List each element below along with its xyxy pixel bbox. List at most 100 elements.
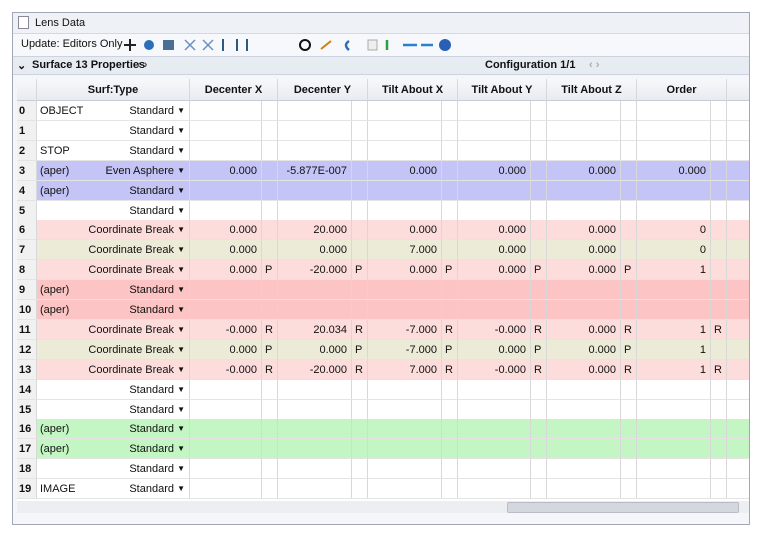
value-cell: [547, 479, 621, 500]
surface-type[interactable]: Standard: [129, 383, 174, 396]
surface-type[interactable]: Coordinate Break: [88, 323, 174, 336]
surface-type[interactable]: Standard: [129, 403, 174, 416]
value-cell: [190, 459, 262, 480]
value-cell: [727, 140, 749, 161]
configuration: Configuration 1/1: [485, 59, 576, 71]
solve-cell: [442, 300, 458, 320]
horizontal-scrollbar[interactable]: [17, 501, 749, 513]
surface-type[interactable]: Standard: [129, 423, 174, 436]
row-number: 16: [17, 419, 37, 440]
value-cell: [458, 180, 531, 201]
surface-properties[interactable]: Surface 13 Properties: [32, 59, 146, 71]
column-header: Par: [727, 79, 749, 101]
value-cell: [458, 140, 531, 161]
surface-type[interactable]: Standard: [129, 184, 174, 197]
value-cell: 0.000: [190, 339, 262, 360]
surface-type[interactable]: Standard: [129, 443, 174, 456]
surface-type[interactable]: Standard: [129, 124, 174, 137]
surface-type[interactable]: Coordinate Break: [88, 343, 174, 356]
expand-icon[interactable]: ⌄: [17, 60, 27, 72]
update-dropdown[interactable]: Update: Editors Only: [21, 38, 123, 50]
scroll-thumb[interactable]: [507, 502, 739, 513]
solve-cell: [531, 399, 547, 420]
value-cell: 0.000: [458, 240, 531, 261]
surface-type[interactable]: Standard: [129, 304, 174, 316]
surface-type-cell: Coordinate Break ▼: [37, 240, 190, 261]
value-cell: [727, 399, 749, 420]
solve-cell: [352, 459, 368, 480]
surface-type-cell: (aper) Standard ▼: [37, 300, 190, 320]
surface-type-cell: (aper) Even Asphere ▼: [37, 160, 190, 181]
column-header: Tilt About Z: [547, 79, 637, 101]
surface-type[interactable]: Standard: [129, 284, 174, 297]
type-dropdown-arrow: ▼: [177, 145, 185, 155]
solve-cell: [262, 160, 278, 181]
surface-type[interactable]: Standard: [129, 483, 174, 496]
type-dropdown-arrow: ▼: [177, 444, 185, 454]
value-cell: [727, 419, 749, 440]
value-cell: [458, 399, 531, 420]
solve-cell: [442, 240, 458, 261]
surface-type[interactable]: Standard: [129, 144, 174, 157]
value-cell: [637, 479, 711, 500]
surface-type[interactable]: Coordinate Break: [88, 224, 174, 237]
solve-cell: [621, 419, 637, 440]
solve-cell: [711, 260, 727, 281]
solve-cell: [352, 439, 368, 460]
value-cell: [368, 120, 442, 141]
type-dropdown-arrow: ▼: [177, 245, 185, 255]
value-cell: [278, 180, 352, 201]
surface-type[interactable]: Standard: [129, 463, 174, 476]
value-cell: [190, 280, 262, 301]
doc-icon: [18, 16, 29, 29]
solve-cell: [621, 101, 637, 121]
solve-cell: [531, 439, 547, 460]
value-cell: [368, 101, 442, 121]
value-cell: [727, 220, 749, 241]
surface-type-cell: (aper) Standard ▼: [37, 419, 190, 440]
surface-type[interactable]: Coordinate Break: [88, 244, 174, 257]
surface-type[interactable]: Coordinate Break: [88, 363, 174, 376]
surface-type[interactable]: Standard: [129, 204, 174, 217]
solve-cell: [262, 240, 278, 261]
column-header: Tilt About X: [368, 79, 458, 101]
value-cell: [278, 419, 352, 440]
value-cell: [458, 439, 531, 460]
window-title: Lens Data: [35, 17, 86, 29]
solve-cell: [531, 379, 547, 400]
surface-type[interactable]: Standard: [129, 105, 174, 117]
config-nav[interactable]: ‹ ›: [589, 59, 600, 71]
value-cell: [547, 101, 621, 121]
solve-cell: R: [621, 319, 637, 340]
toolbar-icons[interactable]: [123, 37, 463, 53]
solve-cell: [711, 240, 727, 261]
value-cell: [727, 260, 749, 281]
solve-cell: [711, 419, 727, 440]
solve-cell: [262, 120, 278, 141]
value-cell: 0.000: [368, 260, 442, 281]
value-cell: [637, 419, 711, 440]
solve-cell: [352, 160, 368, 181]
value-cell: [727, 180, 749, 201]
value-cell: 0.000: [278, 339, 352, 360]
value-cell: [547, 120, 621, 141]
solve-cell: [711, 140, 727, 161]
value-cell: 0.000: [547, 220, 621, 241]
type-dropdown-arrow: ▼: [177, 265, 185, 275]
solve-cell: [442, 180, 458, 201]
solve-cell: [442, 140, 458, 161]
value-cell: [727, 240, 749, 261]
value-cell: [727, 439, 749, 460]
solve-cell: [352, 280, 368, 301]
surface-type[interactable]: Even Asphere: [105, 164, 175, 177]
value-cell: [458, 280, 531, 301]
surface-type-cell: Standard ▼: [37, 120, 190, 141]
solve-cell: R: [442, 319, 458, 340]
surface-nav[interactable]: ‹ ›: [137, 59, 148, 71]
lens-data-window: Lens Data Update: Editors Only ⌄ Surface…: [12, 12, 750, 525]
solve-cell: [711, 101, 727, 121]
row-number: 12: [17, 339, 37, 360]
surface-type[interactable]: Coordinate Break: [88, 264, 174, 277]
solve-cell: [711, 300, 727, 320]
solve-cell: P: [621, 260, 637, 281]
